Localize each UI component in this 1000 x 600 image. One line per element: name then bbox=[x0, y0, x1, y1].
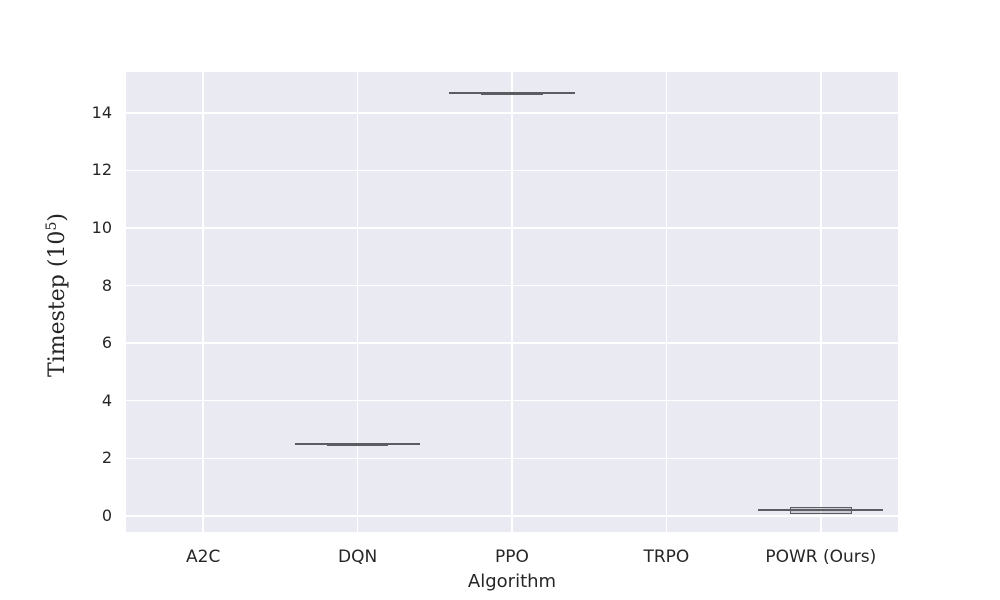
gridline-horizontal bbox=[126, 457, 898, 460]
gridline-horizontal bbox=[126, 342, 898, 344]
x-axis-label: Algorithm bbox=[467, 571, 557, 592]
gridline-horizontal bbox=[126, 515, 898, 517]
y-tick-label: 14 bbox=[91, 102, 112, 122]
gridline-horizontal bbox=[126, 227, 898, 229]
gridline-vertical bbox=[202, 72, 204, 532]
x-tick-label: POWR (Ours) bbox=[765, 547, 877, 567]
y-tick-label: 2 bbox=[101, 448, 112, 468]
gridline-vertical bbox=[665, 72, 668, 532]
plot-area bbox=[126, 72, 898, 532]
gridline-horizontal bbox=[126, 399, 898, 402]
gridline-horizontal bbox=[126, 112, 898, 114]
y-tick-label: 6 bbox=[101, 333, 112, 353]
y-axis-label-text: Timestep (10 bbox=[45, 230, 71, 377]
y-tick-label: 10 bbox=[91, 218, 112, 238]
x-tick-label: PPO bbox=[495, 547, 529, 567]
x-tick-label: A2C bbox=[186, 547, 221, 567]
y-tick-label: 8 bbox=[101, 275, 112, 295]
y-tick-label: 12 bbox=[91, 160, 112, 180]
gridline-horizontal bbox=[126, 284, 898, 287]
median-line bbox=[326, 443, 389, 446]
median-line bbox=[481, 92, 543, 95]
gridline-vertical bbox=[356, 72, 359, 532]
x-tick-label: TRPO bbox=[643, 547, 690, 567]
y-tick-label: 0 bbox=[101, 505, 112, 525]
x-tick-label: DQN bbox=[337, 547, 378, 567]
gridline-vertical bbox=[511, 72, 513, 532]
y-tick-label: 4 bbox=[101, 390, 112, 410]
gridline-horizontal bbox=[126, 169, 898, 172]
median-line bbox=[789, 509, 852, 512]
gridline-vertical bbox=[820, 72, 822, 532]
